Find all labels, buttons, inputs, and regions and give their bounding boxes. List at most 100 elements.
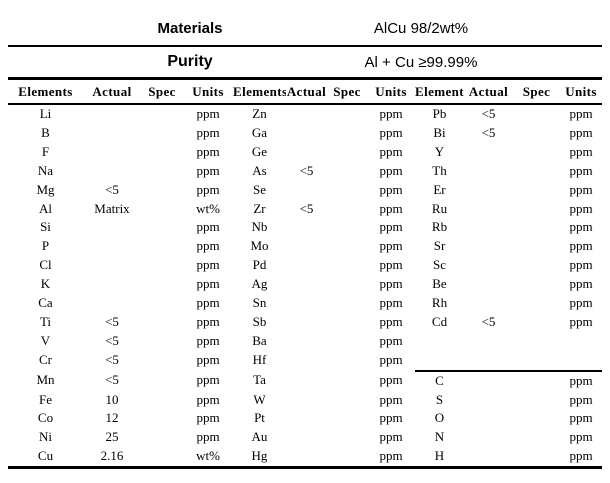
cell-g3-units: ppm xyxy=(569,200,593,216)
cell-g1-spec xyxy=(141,391,183,410)
table-row: V <5 ppm Ba ppm xyxy=(8,332,602,351)
elements-table: Elements Actual Spec Units Elements Actual Spe… xyxy=(8,81,602,470)
cell-g3-units: ppm xyxy=(569,313,593,329)
cell-g3-units: ppm xyxy=(569,257,593,273)
cell-g2-spec xyxy=(327,447,367,470)
cell-g1-element: Ca xyxy=(38,295,53,311)
cell-g2-spec xyxy=(327,294,367,313)
header-g3-spec: Spec xyxy=(513,81,560,105)
cell-g1-actual: 12 xyxy=(105,410,119,426)
cell-g3-units: ppm xyxy=(569,106,593,121)
cell-g2-element: Zr xyxy=(253,200,266,216)
cell-g3-units: ppm xyxy=(569,429,593,445)
cell-g1-spec xyxy=(141,294,183,313)
cell-g2-actual xyxy=(286,371,327,391)
cell-g3-actual xyxy=(464,143,513,162)
cell-g2-spec xyxy=(327,181,367,200)
cell-g1-units: ppm xyxy=(196,124,220,140)
cell-g3-units xyxy=(560,351,602,371)
purity-divider-line xyxy=(8,77,602,80)
cell-g3-units: ppm xyxy=(569,238,593,254)
cell-g1-element: Cl xyxy=(39,257,52,273)
cell-g2-units: ppm xyxy=(379,313,403,329)
cell-g2-spec xyxy=(327,275,367,294)
cell-g2-units: ppm xyxy=(379,410,403,426)
cell-g3-actual xyxy=(464,294,513,313)
cell-g2-units: ppm xyxy=(379,372,403,388)
cell-g3-units: ppm xyxy=(569,391,593,407)
cell-g3-actual xyxy=(464,218,513,237)
cell-g1-spec xyxy=(141,256,183,275)
header-g1-elements: Elements xyxy=(8,81,83,105)
cell-g2-units: ppm xyxy=(379,181,403,197)
cell-g1-element: F xyxy=(41,143,50,159)
table-row: Na ppm As <5 ppm Th ppm xyxy=(8,162,602,181)
cell-g2-actual xyxy=(286,237,327,256)
cell-g2-actual xyxy=(286,143,327,162)
cell-g1-actual xyxy=(83,143,141,162)
cell-g2-actual xyxy=(286,447,327,470)
cell-g2-spec xyxy=(327,162,367,181)
cell-g2-element: Mo xyxy=(250,238,269,254)
cell-g3-actual xyxy=(464,332,513,351)
cell-g2-spec xyxy=(327,391,367,410)
cell-g3-units: ppm xyxy=(569,276,593,292)
cell-g2-units: ppm xyxy=(379,276,403,292)
cell-g1-spec xyxy=(141,143,183,162)
cell-g3-actual: <5 xyxy=(481,313,496,329)
cell-g2-units: ppm xyxy=(379,295,403,311)
cell-g1-units: ppm xyxy=(196,106,220,121)
cell-g2-element: Ta xyxy=(253,372,266,388)
cell-g1-element: Mn xyxy=(36,372,55,388)
cell-g1-units: ppm xyxy=(196,162,220,178)
cell-g2-element: Pt xyxy=(254,410,265,426)
cell-g2-actual xyxy=(286,313,327,332)
cell-g3-units xyxy=(560,332,602,351)
header-g1-spec: Spec xyxy=(141,81,183,105)
cell-g2-spec xyxy=(327,200,367,219)
cell-g2-actual xyxy=(286,256,327,275)
header-g1-units: Units xyxy=(183,81,233,105)
cell-g3-element: O xyxy=(434,410,445,426)
cell-g2-element: Hf xyxy=(252,352,267,368)
cell-g3-spec xyxy=(513,332,560,351)
cell-g2-units: ppm xyxy=(379,143,403,159)
cell-g1-actual xyxy=(83,237,141,256)
cell-g1-units: ppm xyxy=(196,276,220,292)
cell-g3-element: Sr xyxy=(433,238,446,254)
cell-g1-spec xyxy=(141,200,183,219)
cell-g2-element: Sb xyxy=(252,313,267,329)
cell-g2-actual xyxy=(286,351,327,371)
cell-g3-actual: <5 xyxy=(481,106,496,121)
cell-g1-actual: <5 xyxy=(105,181,119,197)
cell-g1-element: Na xyxy=(37,162,54,178)
cell-g1-element: V xyxy=(40,332,51,348)
header-g2-units: Units xyxy=(367,81,415,105)
cell-g3-actual xyxy=(464,200,513,219)
cell-g2-spec xyxy=(327,256,367,275)
table-row: Ti <5 ppm Sb ppm Cd <5 ppm xyxy=(8,313,602,332)
cell-g2-spec xyxy=(327,124,367,143)
table-row: Si ppm Nb ppm Rb ppm xyxy=(8,218,602,237)
cell-g1-spec xyxy=(141,237,183,256)
cell-g1-element: Co xyxy=(37,410,54,426)
header-g2-actual: Actual xyxy=(286,81,327,105)
cell-g3-spec xyxy=(513,409,560,428)
cell-g2-element: Au xyxy=(251,429,268,445)
cell-g1-units: ppm xyxy=(196,181,220,197)
table-row: Li ppm Zn ppm Pb <5 ppm xyxy=(8,104,602,124)
cell-g3-element: H xyxy=(415,447,464,470)
cell-g1-element: K xyxy=(40,276,51,292)
cell-g3-element: Y xyxy=(434,143,445,159)
cell-g3-element: Pb xyxy=(432,106,447,121)
cell-g1-element: Li xyxy=(39,106,52,121)
cell-g2-actual xyxy=(286,218,327,237)
cell-g3-spec xyxy=(513,237,560,256)
cell-g3-element: Er xyxy=(433,181,446,197)
cell-g1-units: ppm xyxy=(196,410,220,426)
cell-g3-units: ppm xyxy=(569,295,593,311)
